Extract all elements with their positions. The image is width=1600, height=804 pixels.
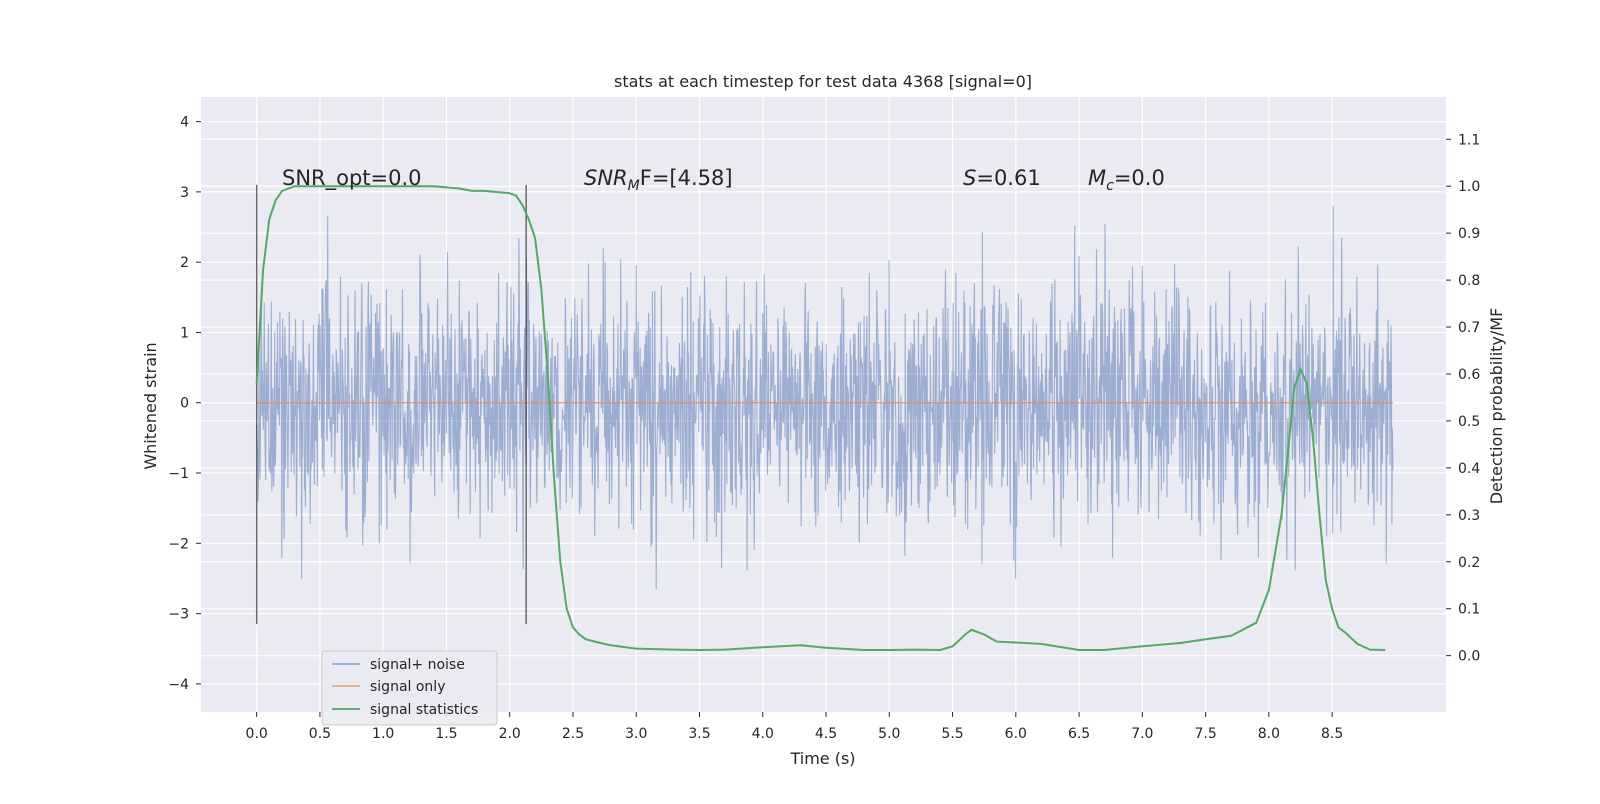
vertical-markers [255, 184, 527, 625]
y-left-tick-label-3: 1 [180, 325, 189, 341]
x-axis-ticks: 0.0 0.5 1.0 1.5 2.0 2.5 3.0 3.5 4.0 4.5 5.0 5.5 6.0 6… [246, 712, 1343, 742]
legend: signal+ noise signal only signal statist… [321, 650, 498, 726]
y-left-tick-label-1: 3 [180, 185, 189, 201]
y-left-tick-label-6: −2 [168, 536, 189, 552]
annotation-mc-main: M [1088, 166, 1106, 190]
annotation-mc-rest: =0.0 [1114, 166, 1165, 190]
y-left-tick-label-0: 4 [180, 115, 189, 131]
y-right-tick-label-7: 0.4 [1458, 461, 1480, 477]
y-left-tick-label-4: 0 [180, 396, 189, 412]
right-axis-ticks: 1.1 1.0 0.9 0.8 0.7 0.6 0.5 0.4 0.3 0.2 0.1 0.0 [1446, 132, 1480, 665]
left-axis-label: Whitened strain [141, 342, 160, 469]
y-right-tick-label-3: 0.8 [1458, 273, 1480, 289]
x-tick-label-14: 7.0 [1131, 726, 1153, 742]
statistics-series [255, 185, 1386, 652]
x-tick-label-11: 5.5 [941, 726, 963, 742]
x-tick-label-3: 1.5 [435, 726, 457, 742]
annotation-mc-sub: c [1106, 178, 1114, 194]
y-right-tick-label-2: 0.9 [1458, 226, 1480, 242]
y-right-tick-label-4: 0.7 [1458, 320, 1480, 336]
x-tick-label-5: 2.5 [562, 726, 584, 742]
annotation-snr-mf-rest: F=[4.58] [640, 166, 733, 190]
annotations: SNR_opt=0.0 SNRMF=[4.58] S=0.61 Mc=0.0 [282, 166, 1165, 194]
y-right-tick-label-6: 0.5 [1458, 414, 1480, 430]
y-right-tick-label-8: 0.3 [1458, 508, 1480, 524]
y-right-tick-label-11: 0.0 [1458, 649, 1480, 665]
noise-series [256, 205, 1394, 590]
y-left-tick-label-8: −4 [168, 677, 189, 693]
x-tick-label-6: 3.0 [625, 726, 647, 742]
x-tick-label-0: 0.0 [246, 726, 268, 742]
legend-label-signal: signal only [370, 679, 445, 695]
y-left-tick-label-5: −1 [168, 466, 189, 482]
annotation-snr-mf-main: SNR [584, 166, 628, 190]
x-tick-label-2: 1.0 [372, 726, 394, 742]
x-axis-label: Time (s) [789, 749, 855, 768]
annotation-s-main: S [963, 166, 976, 190]
annotation-s: S=0.61 [963, 166, 1041, 190]
x-tick-label-12: 6.0 [1005, 726, 1027, 742]
y-left-tick-label-2: 2 [180, 255, 189, 271]
x-tick-label-10: 5.0 [878, 726, 900, 742]
y-right-tick-label-9: 0.2 [1458, 555, 1480, 571]
y-left-tick-label-7: −3 [168, 607, 189, 623]
noise-trace [256, 205, 1394, 590]
x-tick-label-13: 6.5 [1068, 726, 1090, 742]
x-tick-label-7: 3.5 [688, 726, 710, 742]
y-right-tick-label-5: 0.6 [1458, 367, 1480, 383]
legend-label-stats: signal statistics [370, 702, 478, 718]
x-tick-label-15: 7.5 [1194, 726, 1216, 742]
annotation-snr-opt: SNR_opt=0.0 [282, 166, 422, 191]
x-tick-label-1: 0.5 [309, 726, 331, 742]
annotation-snr-mf-sub: M [628, 178, 640, 194]
x-tick-label-4: 2.0 [499, 726, 521, 742]
x-tick-label-9: 4.5 [815, 726, 837, 742]
left-axis-ticks: 4 3 2 1 0 −1 −2 −3 −4 [168, 115, 201, 693]
x-tick-label-16: 8.0 [1258, 726, 1280, 742]
y-right-tick-label-1: 1.0 [1458, 179, 1480, 195]
y-right-tick-label-10: 0.1 [1458, 602, 1480, 618]
annotation-snr-mf: SNRMF=[4.58] [584, 166, 733, 194]
chart-title: stats at each timestep for test data 436… [614, 72, 1032, 91]
annotation-mc: Mc=0.0 [1088, 166, 1165, 194]
legend-box [321, 650, 498, 726]
statistics-line [255, 185, 1386, 652]
y-right-tick-label-0: 1.1 [1458, 132, 1480, 148]
x-tick-label-8: 4.0 [752, 726, 774, 742]
legend-label-noise: signal+ noise [370, 657, 465, 673]
annotation-s-rest: =0.61 [976, 166, 1040, 190]
right-axis-label: Detection probability/MF [1487, 308, 1506, 505]
x-tick-label-17: 8.5 [1321, 726, 1343, 742]
